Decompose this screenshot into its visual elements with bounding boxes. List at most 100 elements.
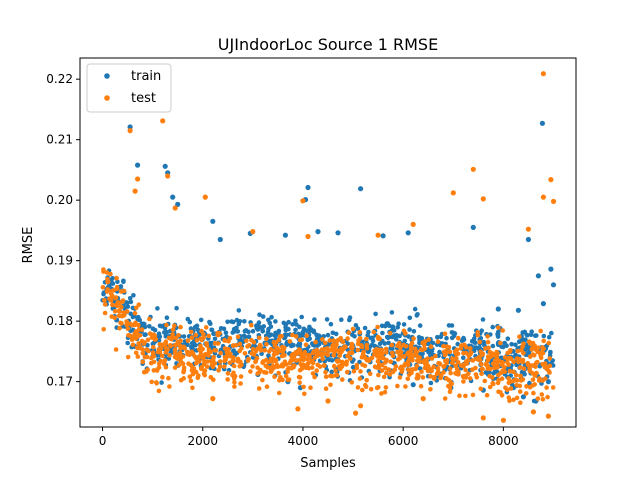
data-point-train [329, 369, 335, 375]
data-point-train [235, 329, 241, 334]
data-point-train [539, 120, 546, 126]
data-point-train [362, 325, 368, 331]
data-point-train [472, 340, 478, 345]
data-point-test [400, 367, 405, 372]
data-point-test [119, 304, 124, 310]
data-point-train [261, 324, 267, 329]
data-point-train [509, 341, 514, 347]
data-point-train [194, 323, 200, 329]
data-point-test [361, 349, 366, 355]
data-point-test [186, 361, 191, 367]
data-point-train [260, 328, 266, 333]
data-point-test [246, 343, 252, 348]
data-point-train [115, 279, 120, 285]
data-point-test [323, 386, 329, 392]
data-point-test [541, 346, 546, 352]
data-point-test [515, 348, 521, 354]
data-point-test [165, 173, 171, 179]
data-point-test [470, 392, 476, 398]
data-point-test [151, 345, 156, 350]
data-point-test [256, 386, 262, 391]
data-point-test [425, 363, 431, 369]
data-point-train [125, 340, 130, 346]
data-point-train [305, 184, 311, 191]
data-point-test [349, 380, 355, 385]
data-point-test [530, 377, 536, 383]
data-point-train [230, 330, 236, 335]
data-point-train [450, 330, 456, 335]
data-point-test [351, 369, 357, 374]
data-point-test [447, 366, 453, 371]
data-point-test [140, 359, 146, 365]
data-point-test [467, 376, 473, 381]
data-point-train [521, 337, 526, 343]
data-point-train [110, 275, 115, 281]
data-point-train [293, 318, 298, 324]
data-point-test [283, 373, 289, 379]
data-point-train [246, 334, 252, 340]
data-point-train [380, 330, 385, 336]
data-point-test [187, 374, 193, 380]
data-point-train [477, 345, 482, 351]
data-point-test [390, 369, 396, 375]
data-point-test [494, 349, 499, 355]
data-point-test [507, 355, 513, 361]
data-point-train [231, 348, 236, 353]
data-point-train [312, 317, 317, 322]
data-point-test [524, 384, 529, 389]
data-point-test [529, 347, 535, 352]
data-point-test [519, 348, 524, 353]
data-point-train [256, 320, 262, 325]
data-point-test [325, 398, 331, 404]
data-point-test [442, 396, 448, 401]
data-point-test [110, 302, 115, 308]
data-point-test [533, 347, 539, 353]
data-point-test [437, 361, 443, 366]
data-point-train [298, 332, 303, 338]
data-point-test [245, 358, 251, 364]
data-point-test [403, 384, 408, 389]
data-point-test [543, 376, 548, 381]
data-point-test [505, 350, 511, 356]
data-point-train [406, 334, 412, 339]
data-point-test [337, 353, 343, 358]
data-point-test [397, 355, 403, 361]
data-point-test [545, 413, 552, 419]
data-point-test [502, 355, 508, 360]
data-point-test [406, 367, 411, 373]
data-point-test [446, 383, 451, 389]
data-point-test [500, 417, 506, 423]
data-point-train [412, 306, 418, 312]
data-point-test [135, 354, 141, 359]
data-point-test [390, 350, 395, 356]
data-point-test [118, 289, 124, 294]
data-point-test [276, 390, 282, 396]
data-point-test [545, 394, 550, 400]
data-point-test [419, 369, 424, 375]
data-point-test [455, 360, 461, 365]
data-point-test [198, 343, 203, 349]
data-point-train [390, 346, 395, 352]
data-point-test [156, 365, 162, 370]
data-point-train [541, 333, 547, 339]
data-point-test [213, 348, 219, 353]
data-point-test [172, 323, 177, 329]
data-point-train [491, 371, 497, 376]
data-point-test [337, 349, 343, 355]
data-point-test [147, 331, 153, 336]
data-point-test [521, 366, 527, 371]
data-point-test [428, 387, 433, 392]
data-point-test [271, 339, 277, 345]
data-point-test [426, 337, 432, 342]
data-point-test [480, 415, 486, 421]
data-point-train [260, 314, 266, 319]
axes: 0 2000 4000 6000 8000 0.17 0.18 0.19 0.20 0.21 0.2… [46, 57, 577, 448]
data-point-train [345, 341, 351, 347]
data-point-test [322, 340, 328, 346]
data-point-test [149, 379, 154, 385]
data-point-test [410, 367, 416, 372]
data-point-train [350, 364, 356, 370]
data-point-test [376, 365, 382, 371]
data-point-test [309, 365, 315, 370]
data-point-train [268, 324, 274, 329]
